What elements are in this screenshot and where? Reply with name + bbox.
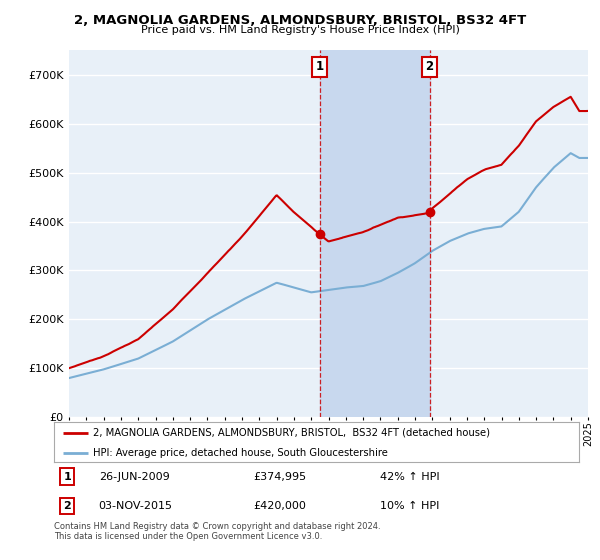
Text: £420,000: £420,000 <box>254 501 307 511</box>
Text: Contains HM Land Registry data © Crown copyright and database right 2024.
This d: Contains HM Land Registry data © Crown c… <box>54 522 380 542</box>
Text: 2, MAGNOLIA GARDENS, ALMONDSBURY, BRISTOL,  BS32 4FT (detached house): 2, MAGNOLIA GARDENS, ALMONDSBURY, BRISTO… <box>94 428 490 437</box>
Text: Price paid vs. HM Land Registry's House Price Index (HPI): Price paid vs. HM Land Registry's House … <box>140 25 460 35</box>
Text: £374,995: £374,995 <box>254 472 307 482</box>
Text: 42% ↑ HPI: 42% ↑ HPI <box>380 472 439 482</box>
Text: 2: 2 <box>63 501 71 511</box>
Text: 10% ↑ HPI: 10% ↑ HPI <box>380 501 439 511</box>
Bar <box>320 50 430 417</box>
Text: 26-JUN-2009: 26-JUN-2009 <box>98 472 169 482</box>
Text: 2, MAGNOLIA GARDENS, ALMONDSBURY, BRISTOL, BS32 4FT: 2, MAGNOLIA GARDENS, ALMONDSBURY, BRISTO… <box>74 14 526 27</box>
Text: HPI: Average price, detached house, South Gloucestershire: HPI: Average price, detached house, Sout… <box>94 448 388 458</box>
Text: 03-NOV-2015: 03-NOV-2015 <box>98 501 173 511</box>
Text: 1: 1 <box>63 472 71 482</box>
Text: 2: 2 <box>425 60 434 73</box>
Text: 1: 1 <box>316 60 324 73</box>
